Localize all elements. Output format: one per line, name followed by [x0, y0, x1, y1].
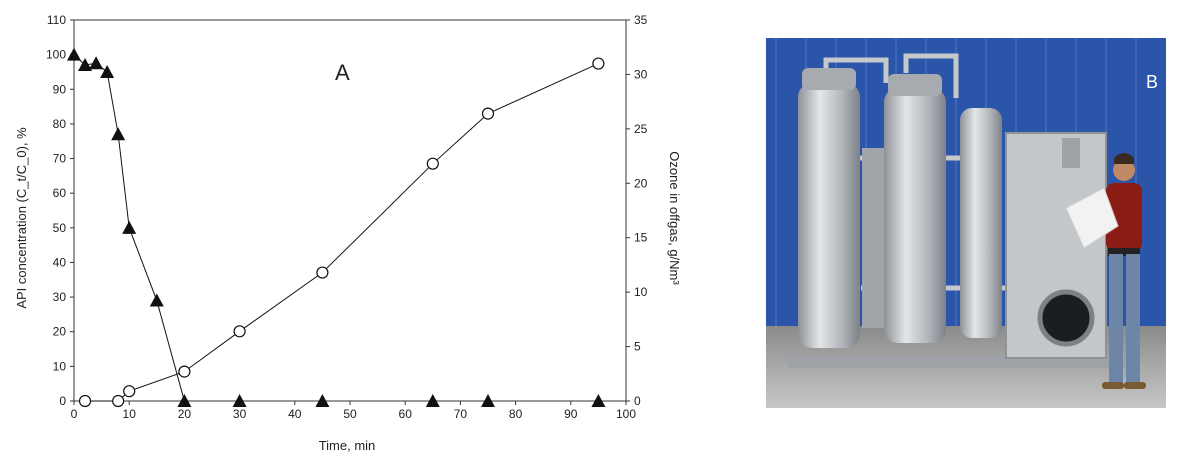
viewport-window [1037, 289, 1095, 347]
x-tick-label: 50 [343, 407, 357, 421]
x-tick-label: 10 [123, 407, 137, 421]
x-tick-label: 40 [288, 407, 302, 421]
triangle-point [177, 394, 192, 407]
triangle-point [591, 394, 606, 407]
photo-illustration: B [766, 38, 1166, 408]
y-left-tick-label: 40 [53, 255, 67, 269]
y-left-tick-label: 80 [53, 117, 67, 131]
circle-point [481, 107, 495, 120]
tank-right [960, 108, 1002, 338]
y-right-tick-label: 15 [634, 231, 648, 245]
triangle-point [149, 293, 164, 307]
y-left-tick-label: 90 [53, 82, 67, 96]
y-left-tick-label: 70 [53, 152, 67, 166]
y-left-tick-label: 0 [59, 394, 66, 408]
x-tick-label: 30 [233, 407, 247, 421]
y-left-tick-label: 20 [53, 325, 67, 339]
y-right-tick-label: 20 [634, 176, 648, 190]
triangle-point [67, 47, 81, 61]
y-right-tick-label: 0 [634, 394, 641, 408]
triangle-point [425, 394, 440, 407]
triangle-point [111, 127, 126, 141]
x-tick-label: 60 [399, 407, 413, 421]
series-layer [67, 47, 606, 408]
y-left-axis-label: API concentration (C_t/C_0), % [14, 127, 29, 309]
x-axis-ticks: 0 10 20 30 40 50 60 70 80 90 100 [71, 401, 636, 421]
tank-left-cap [802, 68, 856, 90]
x-tick-label: 20 [178, 407, 192, 421]
y-left-tick-label: 100 [46, 48, 66, 62]
series-line [85, 63, 599, 402]
circle-point [426, 157, 439, 170]
panel-label-b: B [1146, 72, 1158, 92]
x-tick-label: 90 [564, 407, 578, 421]
x-tick-label: 70 [454, 407, 468, 421]
panel-label-a: A [335, 60, 350, 85]
circle-point [592, 57, 605, 70]
circle-point [112, 394, 125, 408]
y-right-axis-ticks: 0 5 10 15 20 25 30 35 [626, 13, 648, 408]
circle-point [233, 325, 246, 338]
y-left-tick-label: 10 [53, 359, 67, 373]
triangle-point [232, 394, 247, 407]
x-axis-label: Time, min [319, 438, 376, 453]
triangle-point [315, 394, 330, 407]
y-right-axis-label: Ozone in offgas, g/Nm³ [667, 151, 682, 285]
triangle-point [122, 220, 137, 234]
equipment-photo: B [766, 38, 1166, 408]
plot-frame [73, 19, 627, 402]
y-left-axis-ticks: 0 10 20 30 40 50 60 70 80 90 100 110 [46, 13, 74, 408]
person [1065, 153, 1146, 389]
triangle-point [78, 58, 93, 72]
y-left-tick-label: 30 [53, 290, 67, 304]
y-left-tick-label: 50 [53, 221, 67, 235]
triangle-point [100, 64, 115, 78]
plot-border [73, 19, 627, 402]
x-tick-label: 0 [71, 407, 78, 421]
y-left-tick-label: 110 [47, 13, 66, 27]
circle-point [178, 365, 191, 378]
tank-left [798, 83, 860, 348]
chart-a: 0 10 20 30 40 50 60 70 80 90 100 01020304050607080… [14, 13, 682, 453]
tank-back [862, 148, 884, 328]
y-right-tick-label: 25 [634, 122, 648, 136]
triangle-point [89, 56, 104, 70]
tank-middle [884, 88, 946, 343]
x-tick-label: 100 [616, 407, 636, 421]
circle-point [78, 394, 92, 408]
y-right-tick-label: 5 [634, 340, 641, 354]
y-right-tick-label: 35 [634, 13, 648, 27]
tank-middle-cap [888, 74, 942, 96]
y-right-tick-label: 30 [634, 67, 648, 81]
circle-point [316, 266, 329, 279]
y-left-tick-label: 60 [53, 186, 67, 200]
cabinet-box [1062, 138, 1080, 168]
x-tick-label: 80 [509, 407, 523, 421]
triangle-point [481, 394, 495, 407]
circle-point [123, 385, 136, 398]
y-right-tick-label: 10 [634, 285, 648, 299]
series-2 [78, 57, 605, 408]
series-1 [67, 47, 606, 407]
